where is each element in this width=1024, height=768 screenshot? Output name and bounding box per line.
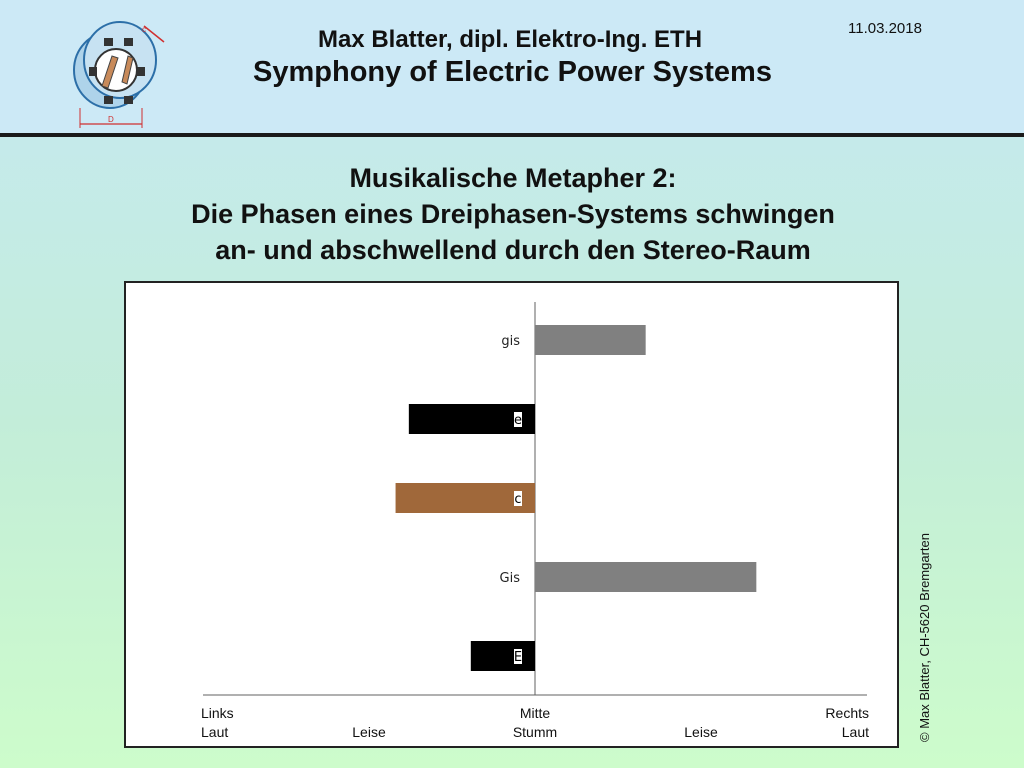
stereo-bar-chart: gis e c Gis E Links Mitte Rechts Laut Leise Stumm L… — [201, 302, 869, 740]
chart-frame: gis e c Gis E Links Mitte Rechts Laut Leise Stumm L… — [124, 281, 899, 748]
header-divider — [0, 133, 1024, 137]
bar-label-box-E — [514, 649, 522, 664]
x-tick-sublabel-4: Laut — [842, 724, 869, 740]
bar-label-box-e — [514, 412, 522, 427]
svg-text:D: D — [108, 115, 114, 124]
slide-title-line-2: Die Phasen eines Dreiphasen-Systems schw… — [191, 199, 835, 229]
bar-label-e: e — [514, 413, 522, 428]
slide-title: Musikalische Metapher 2: Die Phasen eine… — [80, 160, 946, 268]
x-tick-sublabel-3: Leise — [684, 724, 718, 740]
bar-E — [470, 641, 535, 671]
three-phase-machine-icon: c D — [73, 21, 165, 128]
x-tick-label-mitte: Mitte — [520, 705, 551, 721]
bar-label-Gis: Gis — [500, 571, 521, 586]
date-label: 11.03.2018 — [848, 20, 922, 37]
x-tick-sublabel-2: Stumm — [513, 724, 557, 740]
bar-gis — [535, 325, 646, 355]
slide-title-line-3: an- und abschwellend durch den Stereo-Ra… — [215, 235, 811, 265]
copyright-note: © Max Blatter, CH-5620 Bremgarten — [917, 533, 932, 742]
x-tick-sublabel-1: Leise — [352, 724, 386, 740]
x-tick-label-rechts: Rechts — [825, 705, 869, 721]
x-tick-sublabel-0: Laut — [201, 724, 228, 740]
bar-label-box-c — [514, 491, 522, 506]
svg-text:c: c — [142, 25, 146, 34]
bar-label-gis: gis — [501, 334, 520, 349]
bar-c — [395, 483, 535, 513]
slide-title-line-1: Musikalische Metapher 2: — [349, 163, 677, 193]
bar-label-E: E — [514, 650, 522, 665]
author-line: Max Blatter, dipl. Elektro-Ing. ETH — [317, 26, 703, 53]
bar-label-c: c — [514, 492, 521, 507]
bar-e — [408, 404, 535, 434]
bar-Gis — [535, 562, 757, 592]
header-bar: c D Max Blatter, dipl. Elektro-Ing. ETH … — [0, 0, 1024, 133]
x-tick-label-links: Links — [201, 705, 234, 721]
presentation-title: Symphony of Electric Power Systems — [253, 56, 772, 88]
